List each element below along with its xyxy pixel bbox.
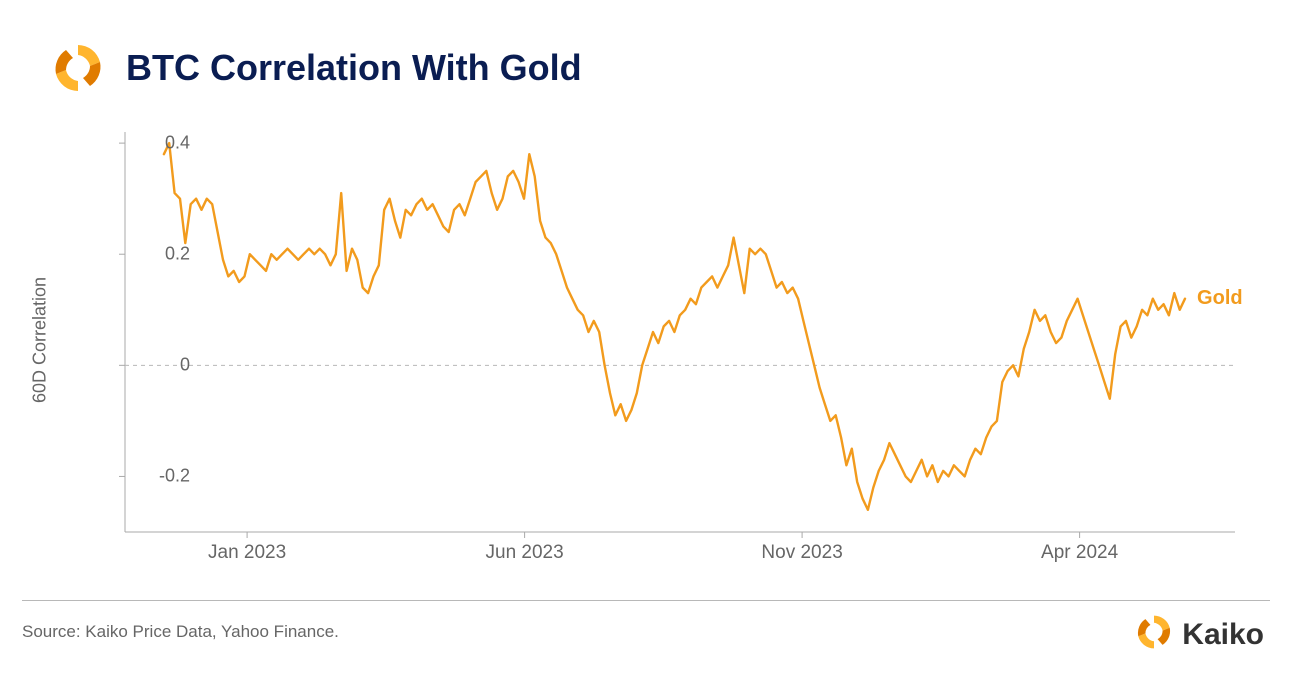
kaiko-logo-icon <box>1134 612 1174 657</box>
chart-container: 60D Correlation -0.200.20.4 Jan 2023Jun … <box>50 120 1250 560</box>
kaiko-logo-icon <box>50 40 106 96</box>
y-tick-label: 0 <box>180 355 190 376</box>
chart-title: BTC Correlation With Gold <box>126 47 582 89</box>
footer-brand-text: Kaiko <box>1182 618 1264 652</box>
header: BTC Correlation With Gold <box>0 0 1292 106</box>
x-tick-label: Apr 2024 <box>1041 542 1118 564</box>
y-tick-label: 0.4 <box>165 133 190 154</box>
footer-divider <box>22 600 1270 601</box>
y-tick-label: 0.2 <box>165 244 190 265</box>
x-tick-label: Nov 2023 <box>761 542 842 564</box>
x-tick-label: Jun 2023 <box>486 542 564 564</box>
series-label-gold: Gold <box>1197 287 1243 310</box>
y-tick-label: -0.2 <box>159 466 190 487</box>
footer-logo: Kaiko <box>1134 612 1264 657</box>
y-axis-label: 60D Correlation <box>30 277 51 403</box>
source-text: Source: Kaiko Price Data, Yahoo Finance. <box>22 622 339 642</box>
x-tick-label: Jan 2023 <box>208 542 286 564</box>
plot-area: -0.200.20.4 Jan 2023Jun 2023Nov 2023Apr … <box>125 132 1235 532</box>
